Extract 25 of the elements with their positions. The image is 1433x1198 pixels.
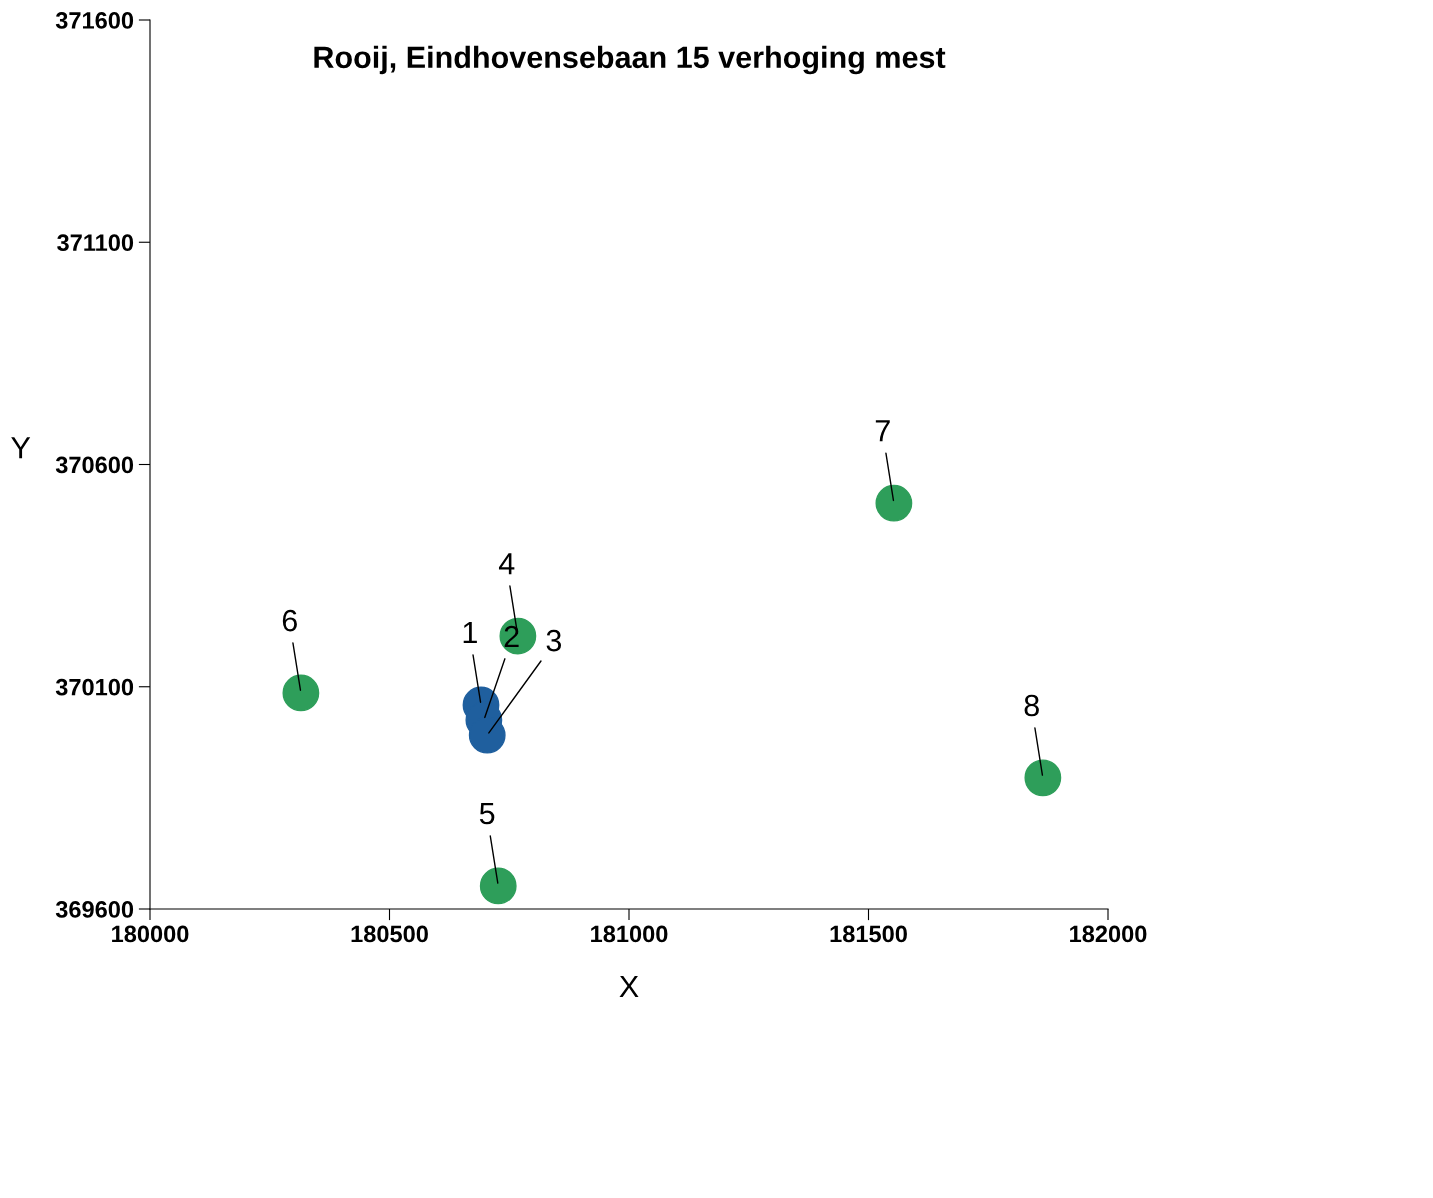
annotation: 3 [546,629,562,652]
annotation: 6 [282,609,297,632]
point [479,867,517,905]
annotation: 7 [875,420,890,442]
point [282,674,320,712]
x-axis-title: X [619,975,639,997]
x-tick-label: 181500 [830,925,907,943]
annotation: 1 [463,622,477,644]
annotation: 8 [1024,694,1039,717]
y-tick-label: 370100 [55,678,134,696]
annotation: 4 [498,553,515,575]
y-tick-label: 371100 [57,234,134,252]
x-tick-label: 180500 [351,925,428,943]
y-tick-label: 369600 [55,901,134,918]
annotation: 2 [504,625,519,648]
x-tick-label: 181000 [591,925,668,943]
point [1024,759,1062,797]
y-axis-title: Y [11,437,31,459]
point [875,484,913,522]
x-tick-label: 182000 [1070,925,1147,943]
y-tick-label: 371600 [55,12,134,29]
annotation: 5 [479,802,495,825]
x-tick-label: 180000 [112,925,189,943]
text: Rooij, Eindhovensebaan 15 verhoging mest [314,45,946,75]
y-tick-label: 370600 [55,456,134,474]
